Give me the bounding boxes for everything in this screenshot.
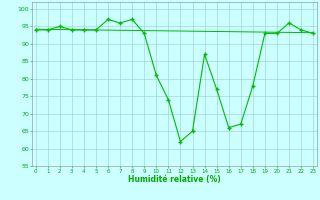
X-axis label: Humidité relative (%): Humidité relative (%) [128, 175, 221, 184]
